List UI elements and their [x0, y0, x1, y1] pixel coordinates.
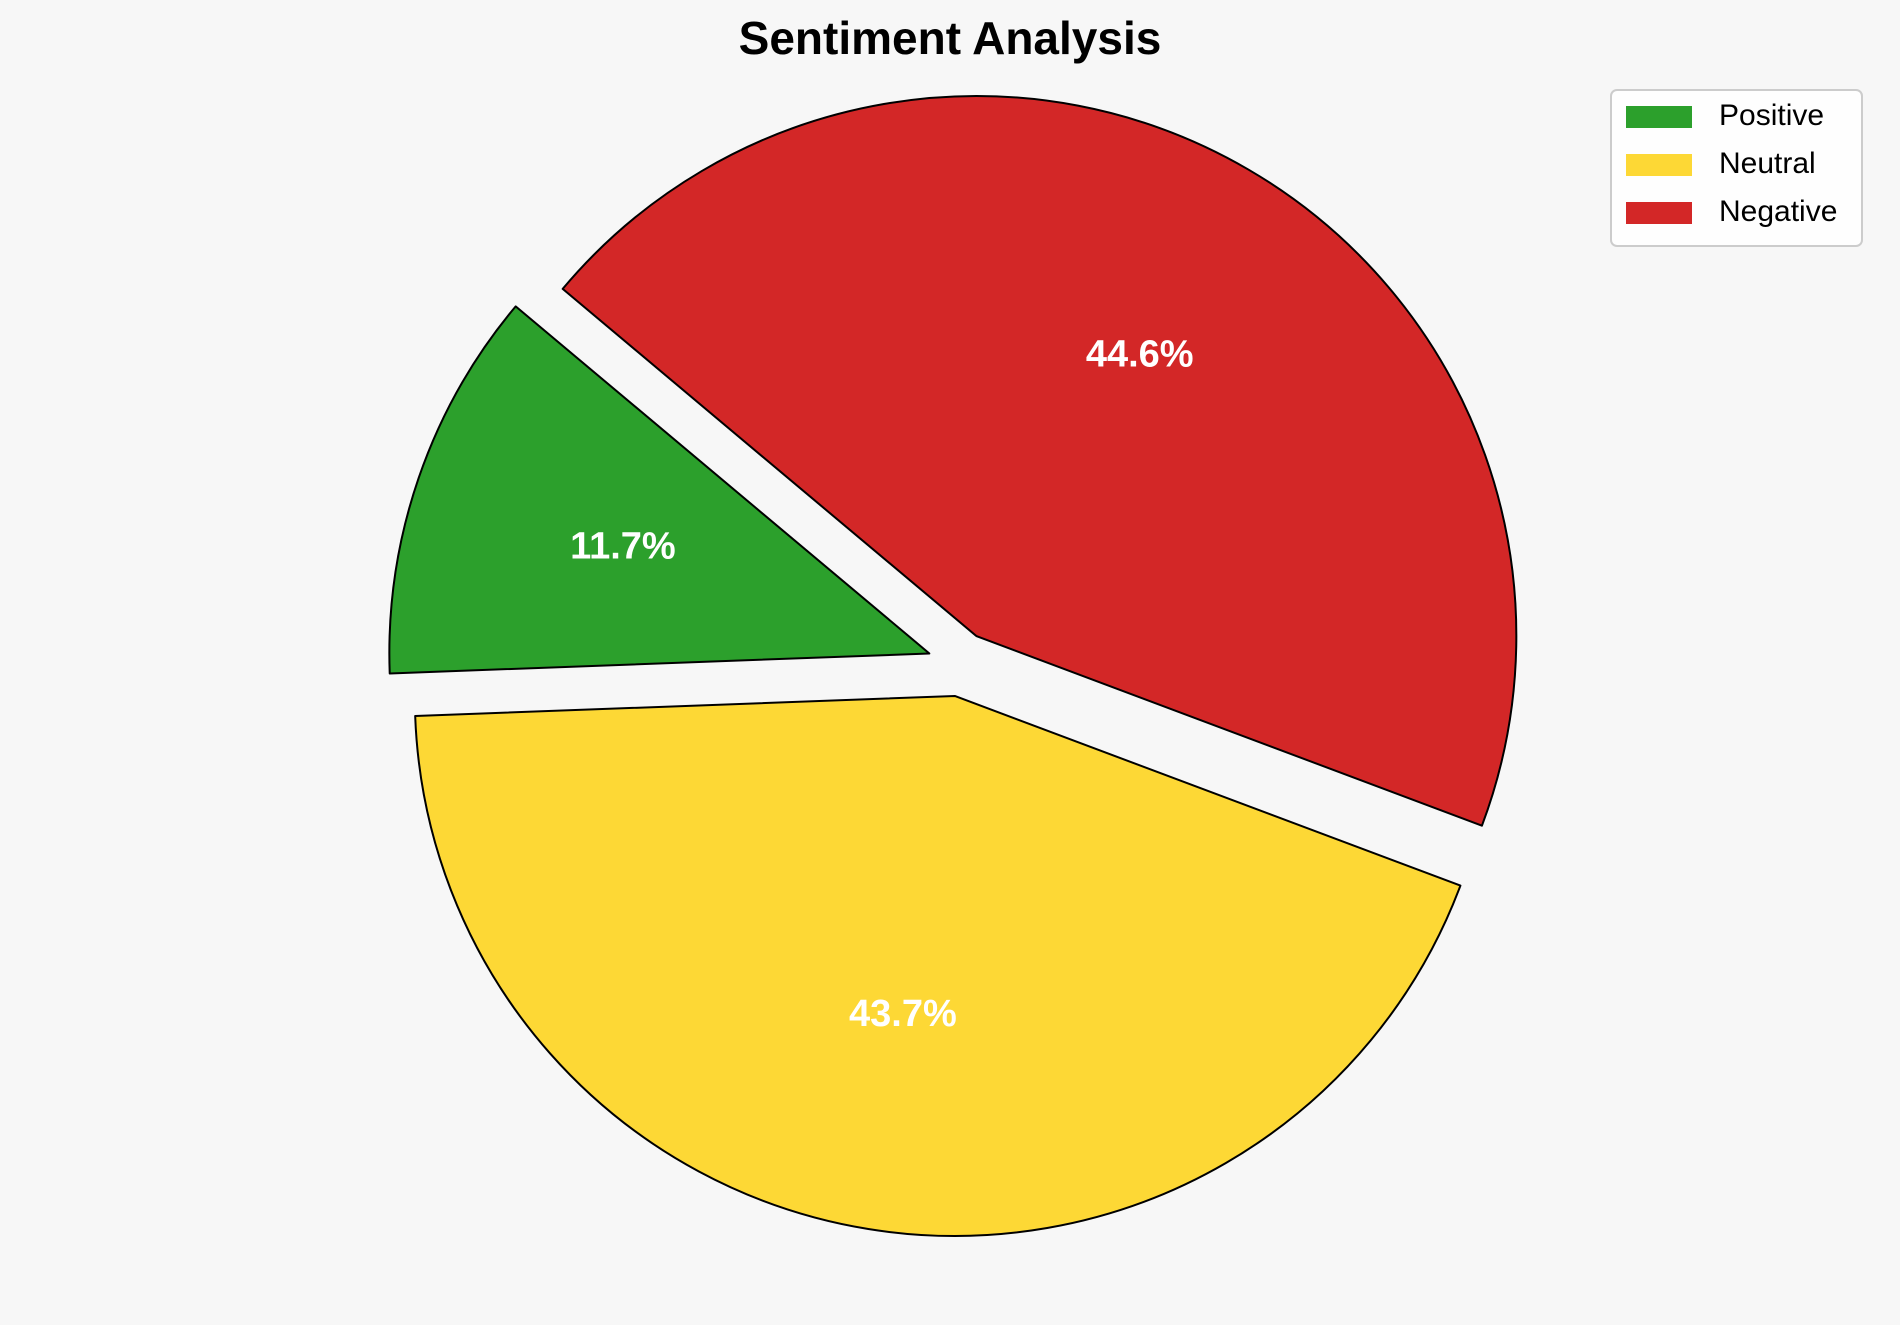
legend-swatch-negative	[1626, 202, 1692, 224]
slice-label-positive: 11.7%	[570, 525, 676, 567]
pie-slice-positive	[388, 305, 931, 675]
legend-label-positive: Positive	[1719, 99, 1824, 132]
legend-label-neutral: Neutral	[1719, 147, 1816, 180]
pie-slice-neutral	[414, 694, 1462, 1237]
legend-swatch-neutral	[1626, 154, 1692, 176]
pie-slice-negative	[561, 95, 1518, 827]
chart-title: Sentiment Analysis	[739, 12, 1162, 64]
legend: Positive Neutral Negative	[1610, 89, 1863, 247]
legend-label-negative: Negative	[1719, 195, 1837, 228]
pie-slices	[388, 95, 1518, 1237]
slice-label-negative: 44.6%	[1086, 333, 1194, 375]
slice-label-neutral: 43.7%	[849, 993, 957, 1035]
pie-slice-labels: 11.7% 43.7% 44.6%	[570, 333, 1194, 1035]
legend-swatch-positive	[1626, 106, 1692, 128]
